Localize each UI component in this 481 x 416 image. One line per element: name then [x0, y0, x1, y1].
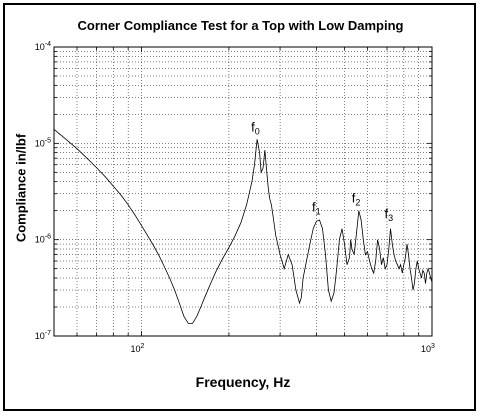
y-axis-label-wrap: Compliance in/lbf	[6, 40, 36, 336]
x-axis-label: Frequency, Hz	[195, 374, 291, 390]
peak-label: f3	[385, 206, 394, 223]
peak-label: f1	[312, 199, 321, 216]
x-tick-label: 103	[421, 343, 435, 354]
axes-border	[53, 46, 433, 337]
peak-label: f0	[251, 119, 260, 136]
chart-title: Corner Compliance Test for a Top with Lo…	[77, 18, 404, 33]
grid	[53, 47, 432, 337]
tick-labels: 102 103 10-7 10-6 10-5 10-4	[35, 41, 435, 354]
peak-annotations: f0 f1 f2 f3	[251, 119, 393, 223]
axes-box	[53, 46, 433, 337]
y-tick-label: 10-5	[35, 137, 51, 148]
y-tick-label: 10-4	[35, 41, 51, 52]
x-tick-label: 102	[131, 343, 145, 354]
peak-label: f2	[352, 191, 361, 208]
y-tick-label: 10-7	[35, 330, 51, 341]
compliance-curve	[53, 128, 433, 324]
y-axis-label: Compliance in/lbf	[13, 133, 29, 243]
y-tick-label: 10-6	[35, 234, 51, 245]
